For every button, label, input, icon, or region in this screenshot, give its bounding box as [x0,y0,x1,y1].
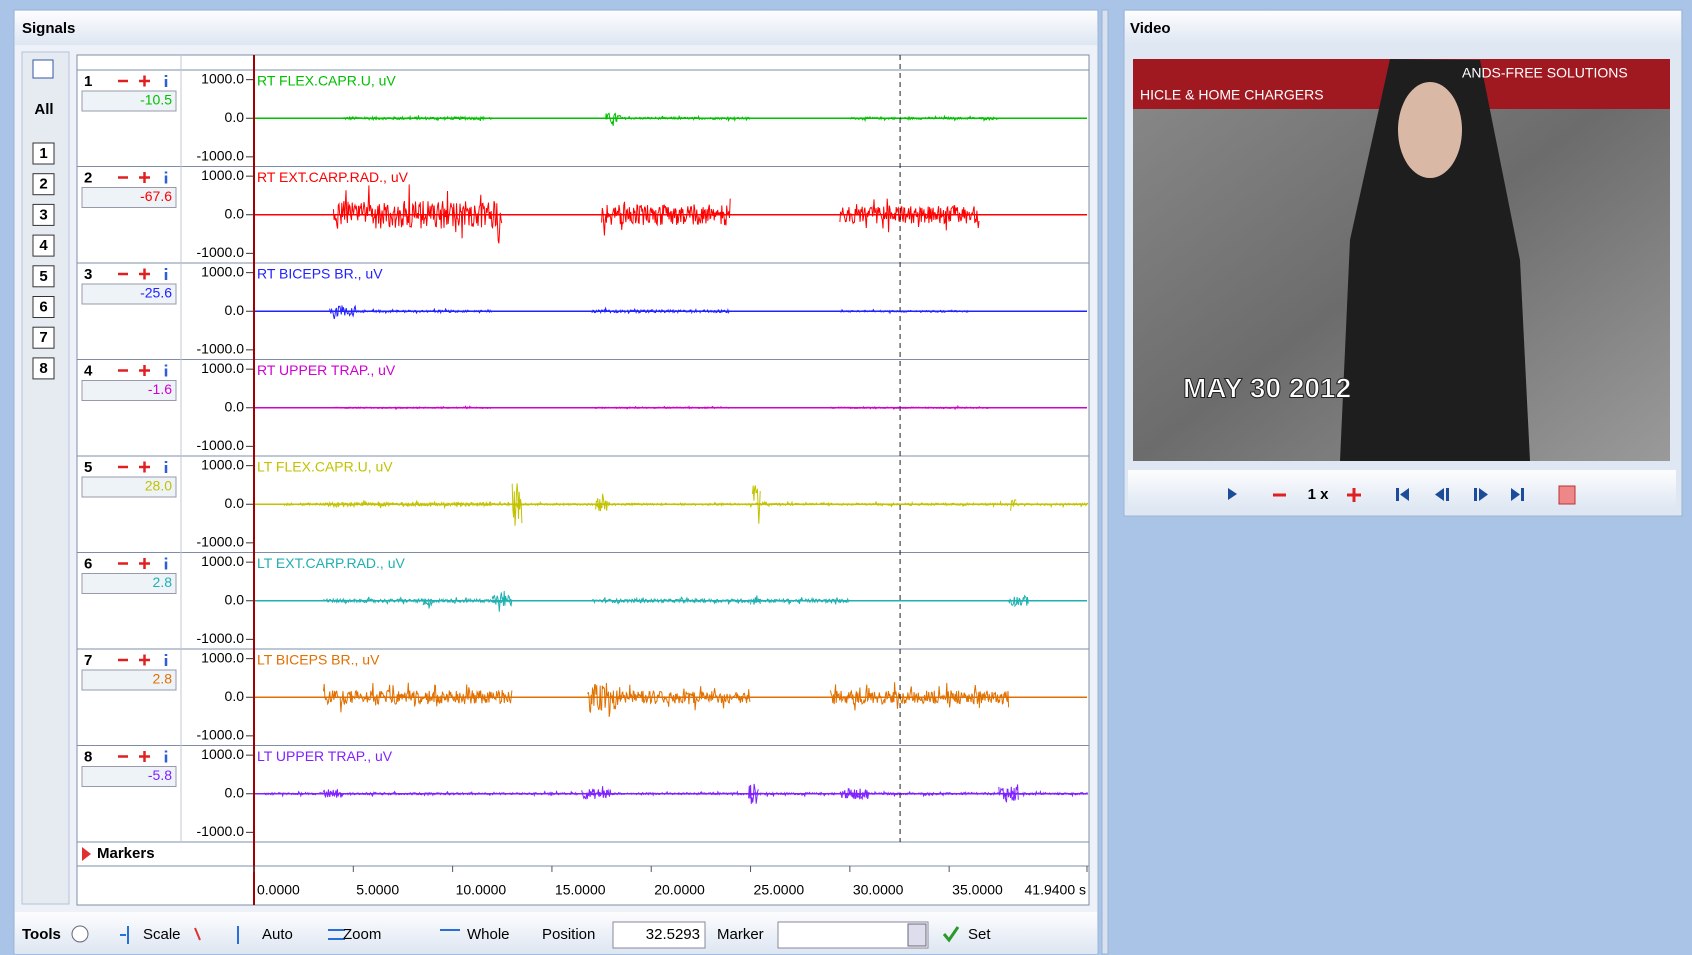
scale-label: 0.0 [225,109,245,125]
whole-button[interactable]: Whole [467,926,510,943]
scale-label: 0.0 [225,398,245,414]
scale-label: 1000.0 [201,360,244,376]
video-overlay-right: ANDS-FREE SOLUTIONS [1462,65,1628,81]
scale-label: -1000.0 [197,727,245,743]
channel-button[interactable]: 8 [39,360,47,377]
scale-label: -1000.0 [197,148,245,164]
position-label: Position [542,926,595,943]
speed-label: 1 x [1308,486,1330,503]
channel-reading: -5.8 [148,767,172,783]
tools-title: Tools [22,926,61,943]
channel-index: 6 [84,555,92,572]
channel-reading: -25.6 [140,285,172,301]
collapse-button[interactable] [72,926,88,942]
scale-label: -1000.0 [197,823,245,839]
channel-button[interactable]: 5 [39,268,47,285]
channel-reading: 28.0 [145,478,172,494]
scale-label: 1000.0 [201,263,244,279]
scale-label: 0.0 [225,591,245,607]
channel-index: 3 [84,266,92,283]
app: Signals All Tools Scale Auto Zoom Whole … [0,0,1692,955]
marker-dropdown[interactable] [908,924,926,946]
scale-button[interactable]: Scale [143,926,181,943]
scale-label: -1000.0 [197,341,245,357]
scale-label: 0.0 [225,205,245,221]
time-label: 41.9400 s [1025,882,1087,898]
snapshot-button[interactable] [1559,486,1575,504]
scale-label: 0.0 [225,495,245,511]
channel-index: 2 [84,169,92,186]
channel-index: 5 [84,459,92,476]
channel-index: 4 [84,362,93,379]
channel-reading: -1.6 [148,381,172,397]
scale-label: 0.0 [225,784,245,800]
channel-button[interactable]: 1 [39,145,47,162]
channel-name: RT UPPER TRAP., uV [257,362,396,378]
marker-select[interactable] [778,922,928,948]
scale-label: 0.0 [225,302,245,318]
video-face [1398,82,1462,178]
channel-button[interactable]: 7 [39,329,47,346]
channel-name: LT FLEX.CAPR.U, uV [257,459,393,475]
channel-index: 8 [84,748,92,765]
time-label: 30.0000 [853,882,904,898]
marker-label: Marker [717,926,764,943]
channel-reading: 2.8 [153,671,173,687]
channel-reading: 2.8 [153,574,173,590]
channel-button[interactable]: 6 [39,298,47,315]
channel-button[interactable]: 3 [39,206,47,223]
channel-index: 7 [84,652,92,669]
scale-label: 0.0 [225,688,245,704]
scale-label: -1000.0 [197,244,245,260]
channel-index: 1 [84,73,92,90]
channel-name: RT FLEX.CAPR.U, uV [257,73,396,89]
video-overlay-left: HICLE & HOME CHARGERS [1140,87,1324,103]
auto-button[interactable]: Auto [262,926,293,943]
channel-reading: -67.6 [140,188,172,204]
channel-name: RT EXT.CARP.RAD., uV [257,169,409,185]
time-label: 20.0000 [654,882,705,898]
splitter[interactable] [1102,10,1108,954]
video-timestamp: MAY 30 2012 [1183,372,1351,403]
all-button[interactable]: All [34,101,53,118]
time-label: 15.0000 [555,882,606,898]
scale-label: 1000.0 [201,167,244,183]
video-header [1125,11,1681,45]
scale-label: -1000.0 [197,630,245,646]
select-icon[interactable] [33,60,53,78]
time-label: 0.0000 [257,882,300,898]
scale-label: 1000.0 [201,70,244,86]
channel-name: LT EXT.CARP.RAD., uV [257,555,405,571]
page: Signals All Tools Scale Auto Zoom Whole … [0,0,1692,955]
set-button[interactable]: Set [968,926,991,943]
scale-label: 1000.0 [201,553,244,569]
time-label: 10.0000 [456,882,507,898]
channel-name: RT BICEPS BR., uV [257,266,383,282]
scale-label: -1000.0 [197,534,245,550]
zoom-button[interactable]: Zoom [343,926,381,943]
signals-header [15,11,1097,45]
time-label: 25.0000 [754,882,805,898]
channel-name: LT UPPER TRAP., uV [257,748,393,764]
channel-button[interactable]: 4 [39,237,48,254]
scale-label: 1000.0 [201,456,244,472]
position-value[interactable]: 32.5293 [646,926,700,943]
scale-label: -1000.0 [197,437,245,453]
channel-name: LT BICEPS BR., uV [257,652,380,668]
channel-button[interactable]: 2 [39,176,47,193]
channel-reading: -10.5 [140,92,172,108]
time-label: 35.0000 [952,882,1003,898]
markers-label: Markers [97,845,155,862]
video-controls [1128,470,1676,510]
time-label: 5.0000 [356,882,399,898]
scale-label: 1000.0 [201,649,244,665]
scale-label: 1000.0 [201,746,244,762]
video-title: Video [1130,20,1171,37]
signals-title: Signals [22,20,75,37]
